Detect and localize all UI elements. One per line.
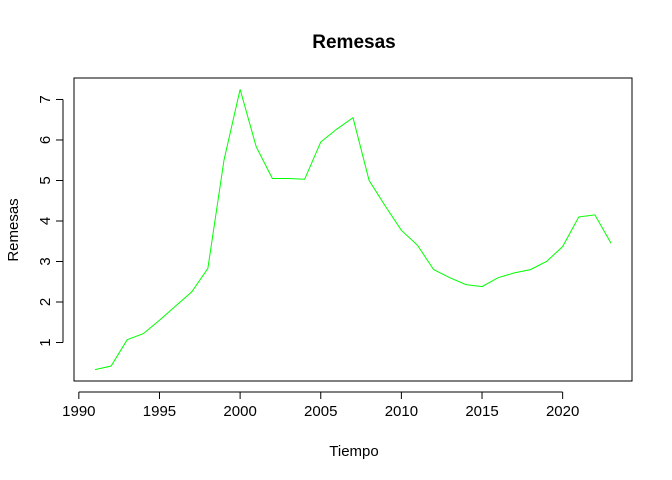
data-point (593, 213, 596, 216)
data-point (481, 285, 484, 288)
data-point (464, 283, 467, 286)
data-point (368, 179, 371, 182)
remesas-series-line (94, 89, 612, 371)
data-point (529, 268, 532, 271)
data-point (222, 159, 225, 162)
x-axis-label: Tiempo (329, 443, 378, 460)
data-point (513, 271, 516, 274)
y-tick-label: 7 (37, 95, 54, 103)
series-points (93, 88, 612, 371)
data-point (110, 365, 113, 368)
y-tick-label: 3 (37, 257, 54, 265)
data-point (319, 141, 322, 144)
x-tick-label: 1990 (62, 403, 95, 420)
y-tick-label: 6 (37, 136, 54, 144)
data-point (303, 178, 306, 181)
data-point (545, 260, 548, 263)
data-point (416, 244, 419, 247)
chart-title: Remesas (312, 32, 395, 53)
x-tick-label: 2010 (385, 403, 418, 420)
y-tick-label: 5 (37, 176, 54, 184)
data-point (432, 268, 435, 271)
data-point (190, 290, 193, 293)
data-point (577, 215, 580, 218)
y-axis: 1 2 3 4 5 6 7 (37, 95, 64, 347)
data-point (126, 338, 129, 341)
x-tick-label: 2020 (546, 403, 579, 420)
y-tick-label: 4 (37, 217, 54, 225)
y-tick-label: 2 (37, 298, 54, 306)
data-point (400, 229, 403, 232)
data-point (448, 276, 451, 279)
x-tick-label: 2005 (304, 403, 337, 420)
data-point (158, 319, 161, 322)
data-point (497, 276, 500, 279)
data-point (352, 116, 355, 119)
data-point (335, 128, 338, 131)
data-point (206, 267, 209, 270)
x-tick-label: 1995 (143, 403, 176, 420)
plot-frame (73, 77, 633, 382)
y-axis-label: Remesas (5, 198, 22, 261)
data-point (174, 305, 177, 308)
data-point (287, 177, 290, 180)
data-point (561, 245, 564, 248)
data-point (610, 242, 613, 245)
data-point (271, 177, 274, 180)
data-point (255, 145, 258, 148)
x-tick-label: 2015 (465, 403, 498, 420)
data-point (93, 368, 96, 371)
x-tick-label: 2000 (223, 403, 256, 420)
data-point (239, 88, 242, 91)
data-point (142, 332, 145, 335)
y-tick-label: 1 (37, 338, 54, 346)
x-axis: 1990 1995 2000 2005 2010 2015 2020 (62, 391, 579, 420)
data-point (384, 205, 387, 208)
